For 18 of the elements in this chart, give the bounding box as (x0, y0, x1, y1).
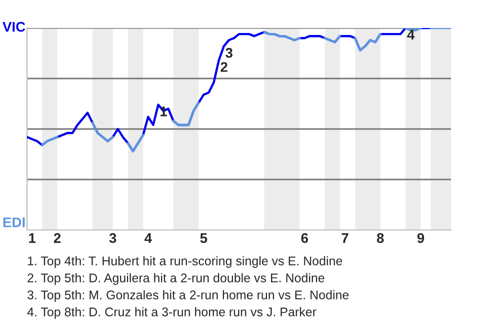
x-tick-label: 5 (200, 233, 208, 243)
x-tick-label: 9 (417, 233, 424, 243)
annotation: 2 (220, 62, 228, 72)
x-tick-label: 8 (376, 233, 384, 243)
x-tick-label: 4 (144, 233, 152, 243)
text: EDI (3, 218, 25, 228)
text: VIC (2, 22, 26, 32)
x-tick-label: 1 (29, 233, 36, 243)
x-tick-label: 3 (109, 233, 116, 243)
text: 4. Top 8th: D. Cruz hit a 3-run home run vs J. Parker (27, 307, 316, 319)
x-tick-label: 7 (342, 233, 348, 243)
text: 1. Top 4th: T. Hubert hit a run-scoring single vs E. Nodine (28, 256, 342, 268)
annotation: 4 (407, 30, 415, 40)
x-tick-label: 6 (301, 233, 308, 243)
x-tick-label: 2 (54, 233, 61, 243)
text: 2. Top 5th: D. Aguilera hit a 2-run double vs E. Nodine (28, 273, 324, 285)
annotation: 3 (226, 48, 232, 58)
text: 3. Top 5th: M. Gonzales hit a 2-run home run vs E. Nodine (27, 290, 349, 302)
